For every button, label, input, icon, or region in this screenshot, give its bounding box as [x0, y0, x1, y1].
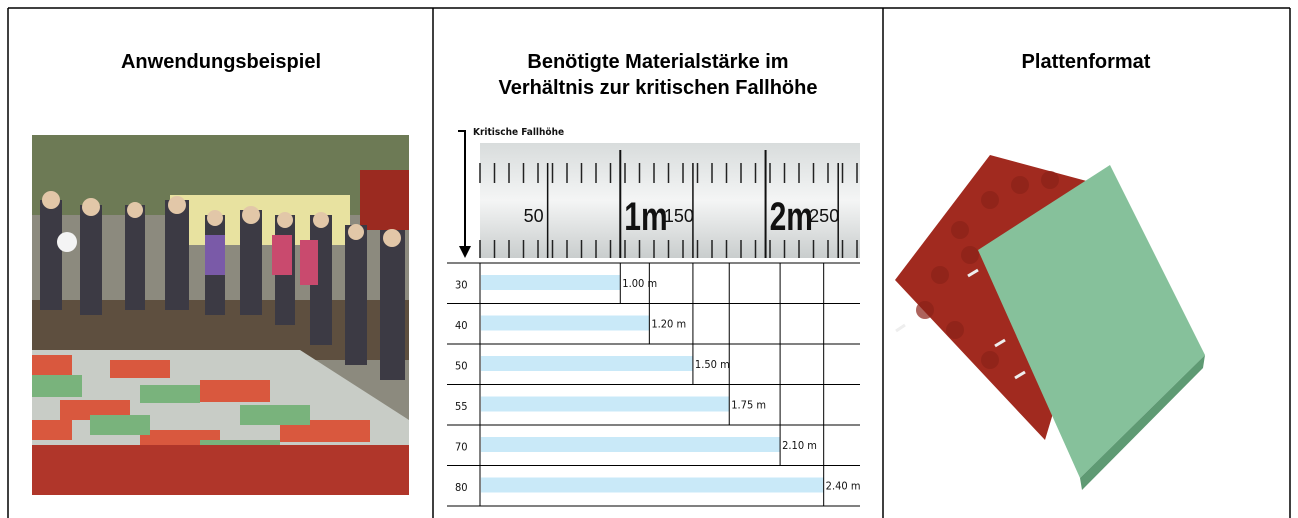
- bar: [481, 437, 780, 452]
- bar: [481, 397, 729, 412]
- bar: [481, 316, 649, 331]
- category-label: 70: [455, 440, 468, 453]
- page: Anwendungsbeispiel Benötigte Materialstä…: [0, 0, 1298, 518]
- category-label: 30: [455, 278, 468, 291]
- value-label: 1.20 m: [651, 318, 686, 331]
- column-header: Plattenformat: [1022, 51, 1151, 73]
- axis-title: Kritische Fallhöhe: [473, 127, 564, 138]
- category-label: 50: [455, 359, 468, 372]
- category-label: 80: [455, 481, 468, 494]
- column-header: Benötigte Materialstärke im: [527, 51, 788, 73]
- category-label: 40: [455, 319, 468, 332]
- tick-label: 2m: [770, 195, 813, 239]
- column-header: Verhältnis zur kritischen Fallhöhe: [499, 77, 818, 99]
- tick-label: 1m: [624, 195, 667, 239]
- tick-label: 150: [664, 206, 694, 226]
- value-label: 1.00 m: [622, 277, 657, 290]
- bar: [481, 478, 824, 493]
- value-label: 1.50 m: [695, 358, 730, 371]
- bar: [481, 275, 620, 290]
- column-header: Anwendungsbeispiel: [121, 51, 321, 73]
- bar: [481, 356, 693, 371]
- value-label: 2.10 m: [782, 439, 817, 452]
- value-label: 2.40 m: [826, 480, 861, 493]
- document: Anwendungsbeispiel Benötigte Materialstä…: [0, 0, 1298, 518]
- tile-photo: [895, 155, 1205, 490]
- tick-label: 250: [809, 206, 839, 226]
- category-label: 55: [455, 400, 468, 413]
- photo: [32, 135, 409, 495]
- tick-label: 50: [524, 206, 544, 226]
- value-label: 1.75 m: [731, 399, 766, 412]
